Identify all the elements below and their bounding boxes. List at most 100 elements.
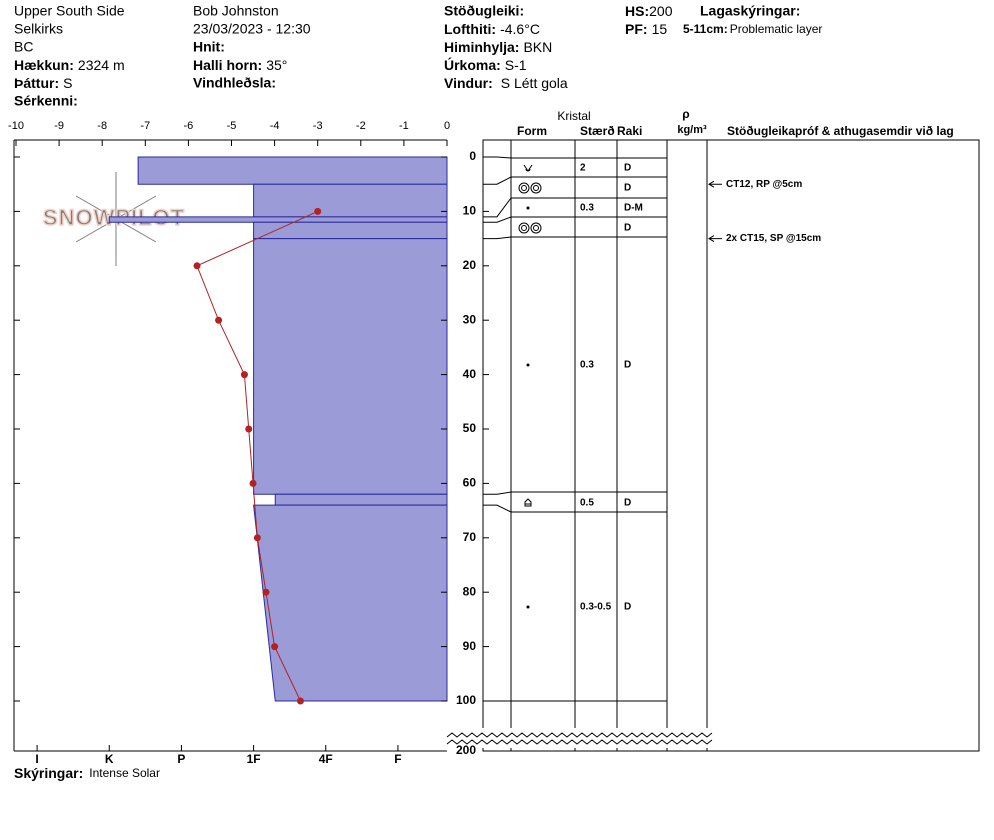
label: HS: (625, 3, 649, 19)
form-icon (533, 185, 539, 191)
hardness-bar (253, 504, 448, 702)
temperature-point (245, 425, 253, 433)
depth-tick-label: 40 (463, 367, 477, 381)
moisture-header: Raki (617, 124, 642, 138)
depth-tick-label: 90 (463, 639, 477, 653)
temp-tick-label: -9 (54, 120, 64, 132)
form-icon (524, 498, 532, 507)
sky: Himinhylja: BKN (444, 39, 552, 55)
temp-tick-label: -2 (356, 120, 366, 132)
temperature-point (296, 697, 304, 705)
label: 5-11cm: (683, 22, 728, 36)
form-icon (530, 182, 542, 194)
form-icon (518, 222, 530, 234)
layer-connector (483, 216, 512, 223)
temp-tick-label: -7 (140, 120, 150, 132)
temp-tick-label: 0 (444, 120, 450, 132)
temperature-point (262, 588, 270, 596)
air-temp: Lofthiti: -4.6°C (444, 21, 540, 37)
test-label: 2x CT15, SP @15cm (726, 233, 821, 244)
elevation: Hækkun: 2324 m (14, 57, 125, 73)
hardness-bar (253, 221, 448, 240)
comments-header: Stöðugleikapróf & athugasemdir við lag (727, 124, 954, 138)
size-header: Stærð (580, 124, 615, 138)
stability: Stöðugleiki: (444, 3, 524, 19)
temp-tick-label: -1 (399, 120, 409, 132)
break-gap (446, 728, 708, 748)
value: BKN (523, 39, 552, 55)
hardness-tick-label: I (35, 752, 38, 766)
precip: Úrkoma: S-1 (444, 56, 527, 73)
layer-connector (483, 156, 512, 159)
grain-size: 0.3 (580, 360, 594, 371)
test-label: CT12, RP @5cm (726, 179, 802, 190)
wind: Vindur: S Létt gola (444, 75, 568, 91)
layer-connector (483, 197, 512, 218)
grain-size: 0.5 (580, 498, 594, 509)
test-arrow (708, 235, 722, 243)
density-header: ρ (682, 107, 689, 121)
temperature-point (253, 534, 261, 542)
hardness-tick-label: 1F (247, 752, 261, 766)
layer-note: 5-11cm: Problematic layer (683, 22, 822, 36)
hardness-tick-label: K (105, 752, 114, 766)
hardness-tick-label: F (394, 752, 401, 766)
form-header: Form (517, 124, 547, 138)
form-icon (521, 185, 527, 191)
range: Selkirks (14, 21, 63, 37)
layer-connector (483, 236, 512, 240)
temperature-point (240, 371, 248, 379)
wind-loading: Vindhleðsla: (193, 75, 276, 91)
density-unit: kg/m³ (677, 124, 707, 136)
depth-tick-label: 70 (463, 530, 477, 544)
depth-tick-label: 30 (463, 312, 477, 326)
axis-break (446, 732, 713, 738)
grain-size: 0.3-0.5 (580, 602, 612, 613)
test-arrow (708, 180, 722, 188)
hardness-bar (253, 183, 448, 218)
temp-tick-label: -3 (313, 120, 323, 132)
moisture: D (624, 223, 631, 234)
temp-tick-label: -10 (8, 120, 24, 132)
table-frame (482, 139, 980, 752)
form-icon (526, 206, 530, 210)
hs: HS:200 (625, 3, 673, 19)
value: 15 (652, 21, 668, 37)
features: Sérkenni: (14, 93, 78, 109)
temperature-line (196, 210, 318, 702)
form-icon (521, 225, 527, 231)
grain-size: 2 (580, 163, 586, 174)
value: 200 (649, 3, 673, 19)
depth-tick-label: 10 (463, 204, 477, 218)
aspect: Þáttur: S (14, 75, 72, 91)
layer-connector (483, 176, 512, 185)
depth-tick-label: 100 (456, 693, 476, 707)
depth-tick-label: 20 (463, 258, 477, 272)
label: Þáttur: (14, 75, 59, 91)
depth-tick-label: 60 (463, 476, 477, 490)
value: S (63, 75, 72, 91)
temp-tick-label: -4 (270, 120, 280, 132)
value: S-1 (505, 57, 527, 73)
value: 35° (266, 57, 287, 73)
temperature-point (271, 643, 279, 651)
grain-size: 0.3 (580, 203, 594, 214)
depth-tick-label: 80 (463, 584, 477, 598)
temperature-point (314, 207, 322, 215)
moisture: D (624, 360, 631, 371)
moisture: D (624, 163, 631, 174)
depth-tick-label: 200 (456, 743, 476, 757)
label: Hækkun: (14, 57, 74, 73)
form-icon (523, 164, 533, 172)
value: -4.6°C (500, 21, 540, 37)
depth-tick-label: 0 (469, 149, 476, 163)
observer: Bob Johnston (193, 3, 279, 19)
depth-tick-label: 50 (463, 421, 477, 435)
layer-notes: Lagaskýringar: (700, 3, 800, 19)
value: 2324 m (78, 57, 125, 73)
temperature-point (193, 262, 201, 270)
label: Lofthiti: (444, 21, 496, 37)
form-icon (526, 363, 530, 367)
value: S Létt gola (501, 75, 568, 91)
